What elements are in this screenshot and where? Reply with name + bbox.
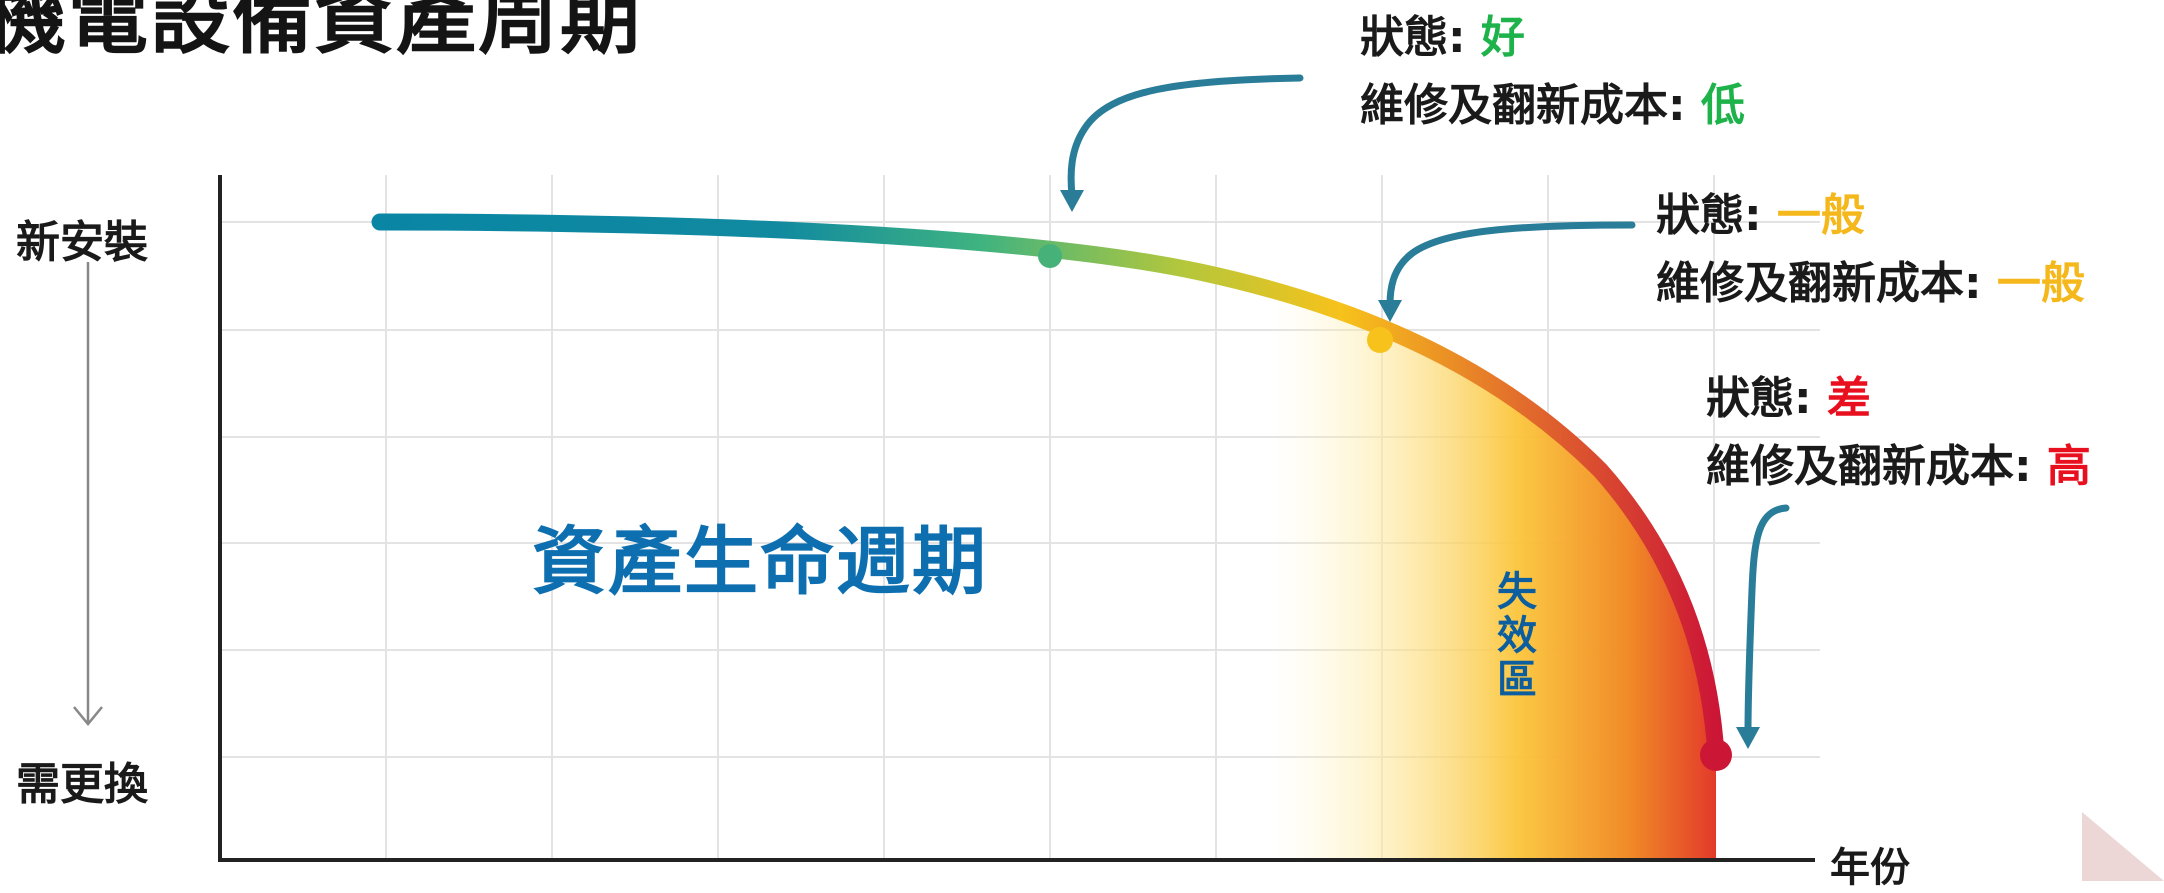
page-title: 機電設備資產周期 [0, 0, 642, 65]
fair-callout-arrow [1386, 221, 1636, 309]
fair-stage-dot [1367, 327, 1393, 353]
condition-value: 差 [1826, 373, 1871, 424]
failure-zone-fill [1270, 222, 1716, 860]
good-callout-arrow [1067, 74, 1304, 199]
cost-value: 低 [1700, 80, 1745, 131]
curve-start-dot [374, 214, 390, 230]
status-good: 狀態: 好 維修及翻新成本: 低 [1360, 4, 1745, 140]
status-fair-condition: 狀態: 一般 [1656, 182, 2085, 250]
condition-value: 一般 [1776, 190, 1865, 241]
cost-value: 高 [2046, 441, 2091, 492]
status-good-condition: 狀態: 好 [1360, 4, 1745, 72]
status-poor: 狀態: 差 維修及翻新成本: 高 [1706, 365, 2091, 501]
cost-prefix: 維修及翻新成本: [1706, 441, 2047, 492]
fair-arrowhead [1378, 300, 1402, 322]
down-arrow [73, 262, 103, 726]
condition-prefix: 狀態: [1656, 190, 1777, 241]
status-good-cost: 維修及翻新成本: 低 [1360, 72, 1745, 140]
lifecycle-curve [371, 213, 1725, 764]
good-arrowhead [1060, 190, 1084, 212]
good-stage-dot [1038, 244, 1062, 268]
y-axis-top-label: 新安裝 [16, 217, 148, 268]
cost-value: 一般 [1996, 258, 2085, 309]
corner-decoration [2082, 812, 2164, 881]
status-fair: 狀態: 一般 維修及翻新成本: 一般 [1656, 182, 2085, 318]
poor-arrowhead [1736, 727, 1760, 749]
cost-prefix: 維修及翻新成本: [1656, 258, 1997, 309]
status-poor-condition: 狀態: 差 [1706, 365, 2091, 433]
lifecycle-label: 資產生命週期 [532, 519, 988, 605]
y-axis-bottom-label: 需更換 [16, 759, 148, 810]
cost-prefix: 維修及翻新成本: [1360, 80, 1701, 131]
x-axis-label: 年份 [1830, 845, 1910, 891]
condition-value: 好 [1480, 12, 1525, 63]
status-poor-cost: 維修及翻新成本: 高 [1706, 433, 2091, 501]
curve-end-dot [1700, 739, 1732, 771]
condition-prefix: 狀態: [1706, 373, 1827, 424]
poor-callout-arrow [1744, 504, 1790, 736]
status-fair-cost: 維修及翻新成本: 一般 [1656, 250, 2085, 318]
failure-zone-label: 失效區 [1490, 570, 1536, 702]
condition-prefix: 狀態: [1360, 12, 1481, 63]
